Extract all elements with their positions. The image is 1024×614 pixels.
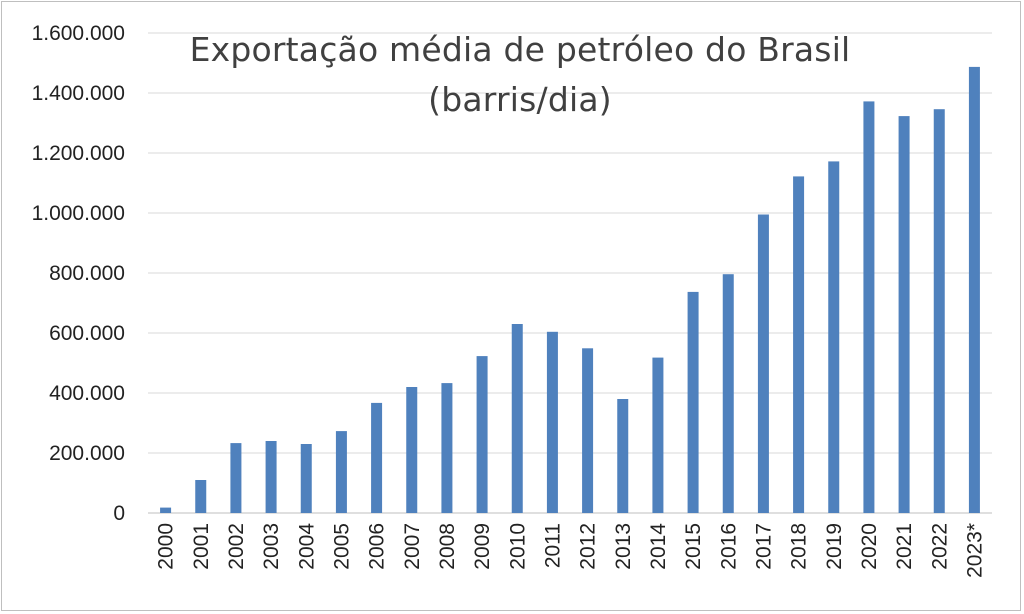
y-tick-label: 1.200.000 (32, 142, 125, 165)
bar-2008 (441, 383, 453, 513)
x-tick-label: 2008 (436, 523, 459, 570)
bar-2002 (230, 443, 242, 513)
bar-2001 (195, 480, 207, 513)
x-tick-label: 2021 (893, 523, 916, 570)
bar-2011 (546, 331, 558, 513)
bar-2005 (335, 431, 347, 513)
bar-2016 (722, 274, 734, 513)
x-tick-label: 2019 (823, 523, 846, 570)
x-tick-label: 2005 (330, 523, 353, 570)
x-tick-label: 2007 (401, 523, 424, 570)
bar-2021 (898, 116, 910, 513)
x-tick-label: 2011 (541, 523, 564, 568)
y-tick-label: 600.000 (49, 322, 125, 345)
bar-2020 (863, 101, 875, 514)
bar-2003 (265, 441, 277, 513)
bar-2006 (371, 402, 383, 513)
x-axis-tick-labels: 2000 2001 2002 2003 2004 2005 2006 2007 2008 2009… (155, 523, 987, 578)
y-tick-label: 200.000 (49, 442, 125, 465)
bar-2014 (652, 357, 664, 513)
y-tick-label: 400.000 (49, 382, 125, 405)
x-tick-label: 2022 (928, 523, 951, 570)
bar-2000 (160, 507, 172, 513)
bar-2007 (406, 387, 418, 513)
bar-2015 (687, 291, 699, 513)
x-tick-label: 2009 (471, 523, 494, 570)
y-tick-label: 0 (113, 502, 125, 525)
bars (160, 66, 980, 514)
x-tick-label: 2018 (788, 523, 811, 570)
bar-2009 (476, 356, 488, 513)
bar-2012 (582, 348, 594, 513)
x-tick-label: 2010 (506, 523, 529, 570)
x-tick-label: 2003 (260, 523, 283, 570)
bar-2022 (933, 109, 945, 513)
x-tick-label: 2016 (717, 523, 740, 570)
x-tick-label: 2004 (295, 523, 318, 570)
x-tick-label: 2017 (752, 523, 775, 570)
bar-2013 (617, 399, 629, 513)
chart-title-line-2: (barris/dia) (428, 80, 612, 119)
y-tick-label: 1.400.000 (32, 82, 125, 105)
x-tick-label: 2014 (647, 523, 670, 570)
x-tick-label: 2023* (963, 523, 986, 578)
x-tick-label: 2015 (682, 523, 705, 570)
bar-2017 (757, 214, 769, 513)
x-tick-label: 2000 (155, 523, 178, 570)
gridlines (148, 32, 992, 514)
y-axis-tick-labels: 0 200.000 400.000 600.000 800.000 1.000.000 1.… (32, 22, 125, 525)
bar-2004 (300, 444, 312, 513)
x-tick-label: 2012 (577, 523, 600, 570)
chart-title-line-1: Exportação média de petróleo do Brasil (189, 30, 851, 69)
x-tick-label: 2020 (858, 523, 881, 570)
x-tick-label: 2002 (225, 523, 248, 570)
x-tick-label: 2001 (190, 523, 213, 570)
x-tick-label: 2013 (612, 523, 635, 570)
y-tick-label: 1.000.000 (32, 202, 125, 225)
bar-2018 (793, 176, 805, 513)
bar-2019 (828, 161, 840, 513)
y-tick-label: 1.600.000 (32, 22, 125, 45)
y-tick-label: 800.000 (49, 262, 125, 285)
bar-2010 (511, 324, 523, 513)
x-tick-label: 2006 (366, 523, 389, 570)
bar-2023-star (968, 66, 980, 514)
